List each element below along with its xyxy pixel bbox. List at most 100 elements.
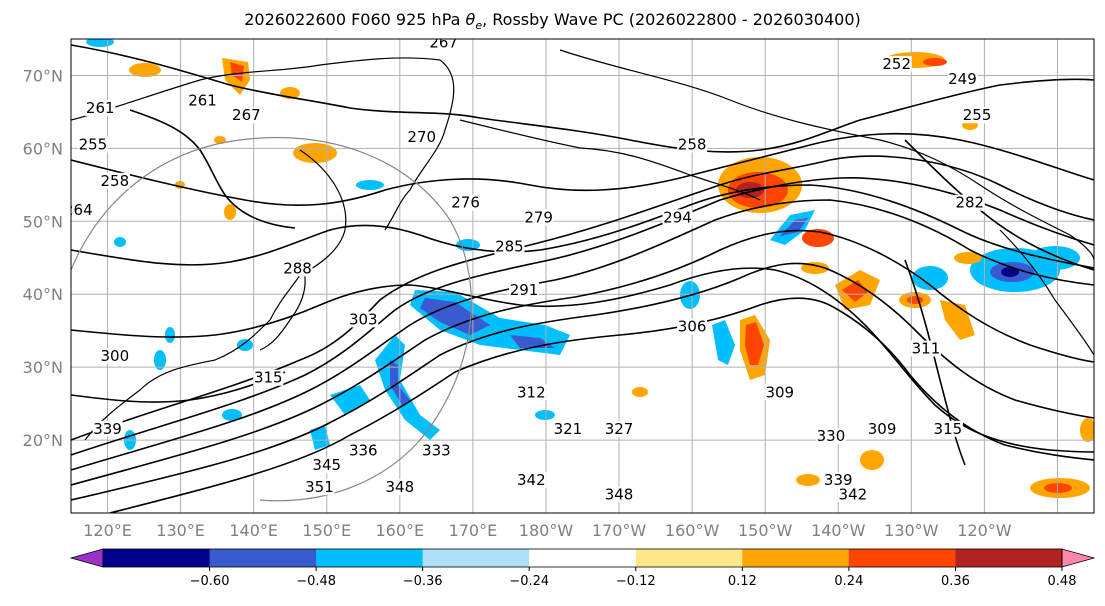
contour-value-label: 267: [232, 106, 261, 124]
positive-anomaly-blob: [129, 63, 161, 77]
negative-anomaly-blob: [330, 385, 370, 415]
contour-label-background: [253, 369, 284, 386]
contour-value-label: 255: [79, 135, 108, 153]
contour-label-background: [71, 202, 94, 219]
longitude-label: 170°E: [449, 521, 498, 540]
colorbar-segment: [209, 549, 317, 567]
positive-anomaly-blob: [954, 252, 982, 264]
contour-value-label: 345: [312, 456, 341, 474]
colorbar-tick-label: −0.12: [616, 574, 656, 589]
colorbar-segment: [316, 549, 424, 567]
colorbar-segment: [529, 549, 637, 567]
positive-anomaly-blob: [860, 450, 884, 470]
contour-label-background: [494, 238, 525, 255]
contour-value-label: 336: [349, 442, 378, 460]
contour-label-background: [428, 39, 459, 51]
latitude-label: 70°N: [23, 66, 63, 85]
title-suffix: , Rossby Wave PC (2026022800 - 202603040…: [482, 10, 861, 29]
contour-value-label: 288: [283, 259, 312, 277]
negative-anomaly-blob: [154, 350, 166, 370]
positive-anomaly-blob: [224, 204, 236, 220]
negative-anomaly-blob: [712, 320, 735, 365]
colorbar-tick-label: 0.36: [941, 574, 970, 589]
title-theta-subscript: e: [475, 19, 483, 33]
coastline-east-asia: [84, 319, 271, 441]
negative-anomaly-blob: [165, 327, 175, 343]
contour-line: [71, 155, 1094, 441]
colorbar-segment: [742, 549, 850, 567]
longitude-label: 130°E: [156, 521, 205, 540]
contour-line: [71, 44, 1094, 153]
contour-line: [71, 199, 1094, 471]
longitude-label: 130°W: [884, 521, 939, 540]
negative-anomaly-blob: [1001, 267, 1019, 277]
contour-value-label: 258: [101, 172, 130, 190]
coastline-sea-of-okhotsk: [269, 149, 347, 321]
contour-value-label: 300: [101, 347, 130, 365]
colorbar-tick-label: −0.48: [296, 574, 336, 589]
negative-anomaly-blob: [237, 339, 253, 351]
contour-value-label: 309: [765, 383, 794, 401]
anomaly-shading: [86, 39, 1094, 498]
contour-label-background: [867, 420, 898, 437]
contour-label-background: [954, 194, 985, 211]
contour-value-label: 342: [517, 471, 546, 489]
negative-anomaly-blob: [456, 239, 480, 251]
map-plot-area: 267 252 249 255 261 255 267 261 270 258 258 264 276 2…: [64, 33, 1094, 513]
coastline-alaska-canada: [559, 49, 1094, 261]
contour-label-background: [552, 420, 583, 437]
colorbar-segment: [422, 549, 530, 567]
positive-anomaly-blob: [745, 322, 764, 365]
contour-value-label: 348: [386, 478, 415, 496]
positive-anomaly-blob: [940, 300, 975, 340]
contour-label-background: [421, 442, 452, 459]
negative-anomaly-blob: [535, 410, 555, 420]
title-theta: θ: [465, 10, 476, 29]
colorbar-tick-label: −0.60: [190, 574, 230, 589]
longitude-labels: 120°E 130°E 140°E 150°E 160°E 170°E 180°W 170°W…: [83, 521, 1012, 540]
coastline-kamchatka: [384, 59, 455, 231]
contour-line: [71, 262, 1094, 501]
contour-label-background: [523, 209, 554, 226]
contour-label-background: [450, 194, 481, 211]
contour-value-label: 306: [678, 318, 707, 336]
contour-label-background: [187, 92, 218, 109]
negative-anomaly-blob: [310, 425, 330, 450]
contour-label-background: [348, 442, 379, 459]
negative-anomaly-blob: [356, 180, 384, 190]
contour-value-label: 315: [934, 420, 963, 438]
contour-value-label: 282: [955, 194, 984, 212]
contour-label-background: [677, 318, 708, 335]
colorbar-segment: [848, 549, 956, 567]
contour-label-background: [282, 260, 313, 277]
positive-anomaly-blob: [923, 58, 947, 66]
contour-value-label: 267: [429, 33, 458, 51]
longitude-label: 180°W: [519, 521, 574, 540]
contour-labels: 267 252 249 255 261 255 267 261 270 258 258 264 276 2…: [64, 33, 993, 503]
longitude-label: 140°E: [229, 521, 278, 540]
contour-label-background: [662, 209, 693, 226]
contour-label-background: [231, 107, 262, 124]
contour-value-label: 311: [912, 340, 941, 358]
contour-value-label: 264: [64, 201, 93, 219]
contour-value-label: 261: [188, 92, 217, 110]
positive-anomaly-blob: [214, 136, 226, 144]
contour-value-label: 276: [451, 194, 480, 212]
contour-value-label: 342: [839, 485, 868, 503]
positive-anomaly-blob: [230, 62, 244, 82]
contour-value-label: 351: [305, 478, 334, 496]
longitude-label: 150°E: [302, 521, 351, 540]
contour-value-label: 315: [254, 369, 283, 387]
longitude-label: 140°W: [811, 521, 866, 540]
colorbar-segment: [635, 549, 743, 567]
contour-label-background: [837, 486, 868, 503]
contour-label-background: [947, 70, 978, 87]
contour-label-background: [962, 107, 993, 124]
contour-label-background: [77, 136, 108, 153]
contour-value-label: 291: [510, 281, 539, 299]
positive-anomaly-blob: [907, 296, 923, 304]
positive-anomaly-blob: [796, 474, 820, 486]
contour-value-label: 258: [678, 135, 707, 153]
negative-anomaly-blob: [114, 237, 126, 247]
positive-anomaly-blob: [293, 143, 337, 163]
